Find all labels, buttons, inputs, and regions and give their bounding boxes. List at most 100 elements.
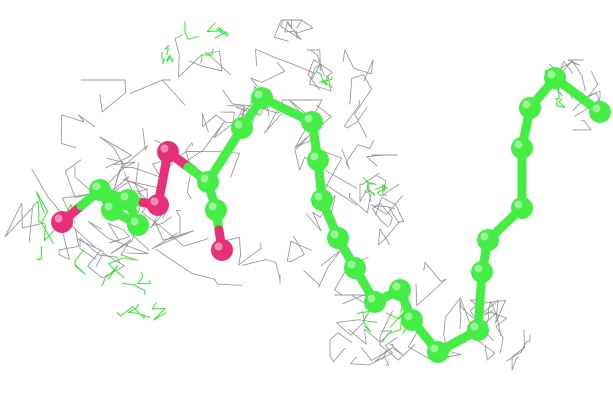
carbon-atom: [511, 197, 533, 219]
density-mesh-strand: [185, 142, 194, 200]
density-mesh-strand: [107, 222, 130, 244]
density-mesh-strand: [506, 334, 531, 362]
ligand-atoms: [51, 67, 611, 363]
density-mesh-strand: [303, 249, 342, 288]
atom-highlight: [514, 140, 523, 149]
atom-highlight: [130, 217, 139, 226]
density-mesh-strand: [123, 171, 148, 210]
difference-map-strand: [121, 282, 146, 296]
carbon-atom: [467, 319, 489, 341]
atom-highlight: [470, 322, 479, 331]
atom-highlight: [310, 152, 319, 161]
atom-highlight: [430, 344, 439, 353]
density-mesh-strand: [348, 328, 393, 345]
difference-map-strand: [315, 70, 327, 85]
difference-map-strand: [365, 179, 377, 186]
density-mesh-strand: [58, 224, 80, 260]
density-mesh-strand: [129, 79, 186, 106]
carbon-atom: [427, 341, 449, 363]
density-mesh-strand: [470, 312, 502, 361]
oxygen-atom: [157, 141, 179, 163]
atom-highlight: [234, 120, 243, 129]
atom-highlight: [54, 214, 63, 223]
density-mesh-strand: [106, 157, 136, 191]
density-mesh-strand: [329, 332, 353, 363]
density-mesh-strand: [201, 112, 251, 133]
difference-map-strand: [137, 271, 151, 285]
density-mesh-strand: [61, 159, 92, 224]
difference-map-strand: [377, 184, 387, 196]
density-mesh-strand: [374, 336, 398, 363]
carbon-atom: [101, 199, 123, 221]
difference-map-strand: [151, 302, 167, 321]
density-mesh-strand: [284, 19, 298, 39]
density-mesh-strand: [375, 196, 405, 223]
difference-map-strand: [164, 45, 170, 56]
difference-map-strand: [101, 265, 119, 287]
density-mesh-strand: [376, 175, 400, 196]
density-mesh-strand: [366, 154, 398, 167]
density-mesh-strand: [379, 310, 416, 361]
oxygen-atom: [51, 211, 73, 233]
density-mesh-strand: [155, 248, 243, 286]
density-mesh-strand: [344, 100, 368, 129]
density-mesh-strand: [188, 50, 232, 76]
carbon-atom: [197, 171, 219, 193]
density-mesh-strand: [242, 259, 281, 284]
difference-map-strand: [128, 303, 151, 318]
density-mesh-strand: [74, 166, 146, 201]
density-mesh-strand: [342, 49, 374, 82]
density-mesh-strand: [360, 343, 404, 361]
density-mesh-strand: [370, 195, 403, 215]
density-mesh-strand: [79, 237, 121, 263]
density-mesh-strand: [415, 261, 447, 307]
atom-highlight: [120, 192, 129, 201]
density-mesh-strand: [80, 79, 126, 113]
density-mesh-strand: [480, 312, 508, 354]
carbon-atom: [89, 179, 111, 201]
density-mesh-strand: [222, 89, 286, 134]
carbon-atom: [301, 111, 323, 133]
carbon-atom: [401, 309, 423, 331]
atom-highlight: [150, 197, 159, 206]
carbon-atom: [311, 189, 333, 211]
difference-map-strand: [74, 249, 86, 275]
density-mesh-strand: [60, 114, 96, 149]
carbon-atom: [307, 149, 329, 171]
density-mesh-strand: [294, 137, 358, 189]
density-mesh-strand: [151, 220, 195, 250]
density-mesh-strand: [306, 49, 325, 77]
density-mesh-strand: [87, 220, 149, 255]
carbon-atom: [205, 199, 227, 221]
density-mesh-strand: [305, 194, 336, 232]
carbon-atom: [477, 229, 499, 251]
density-mesh-strand: [110, 229, 139, 261]
carbon-atom: [251, 87, 273, 109]
density-mesh-strand: [308, 63, 332, 92]
atom-highlight: [104, 202, 113, 211]
density-mesh-strand: [286, 235, 312, 263]
atom-highlight: [330, 230, 339, 239]
atom-highlight: [200, 174, 209, 183]
atom-highlight: [347, 260, 356, 269]
density-mesh-strand: [179, 150, 241, 178]
difference-map-strand: [36, 245, 43, 261]
density-mesh-strand: [255, 48, 315, 74]
atom-highlight: [392, 282, 401, 291]
atom-highlight: [480, 232, 489, 241]
difference-map-strand: [166, 56, 174, 63]
density-mesh-strand: [280, 19, 303, 41]
carbon-atom: [231, 117, 253, 139]
carbon-atom: [327, 227, 349, 249]
atom-highlight: [522, 100, 531, 109]
difference-map-strand: [31, 200, 46, 225]
carbon-atom: [127, 214, 149, 236]
carbon-atom: [364, 291, 386, 313]
difference-map-strand: [161, 52, 166, 65]
difference-map-strand: [202, 48, 214, 56]
atom-highlight: [92, 182, 101, 191]
oxygen-atom: [211, 239, 233, 261]
carbon-atom: [471, 261, 493, 283]
